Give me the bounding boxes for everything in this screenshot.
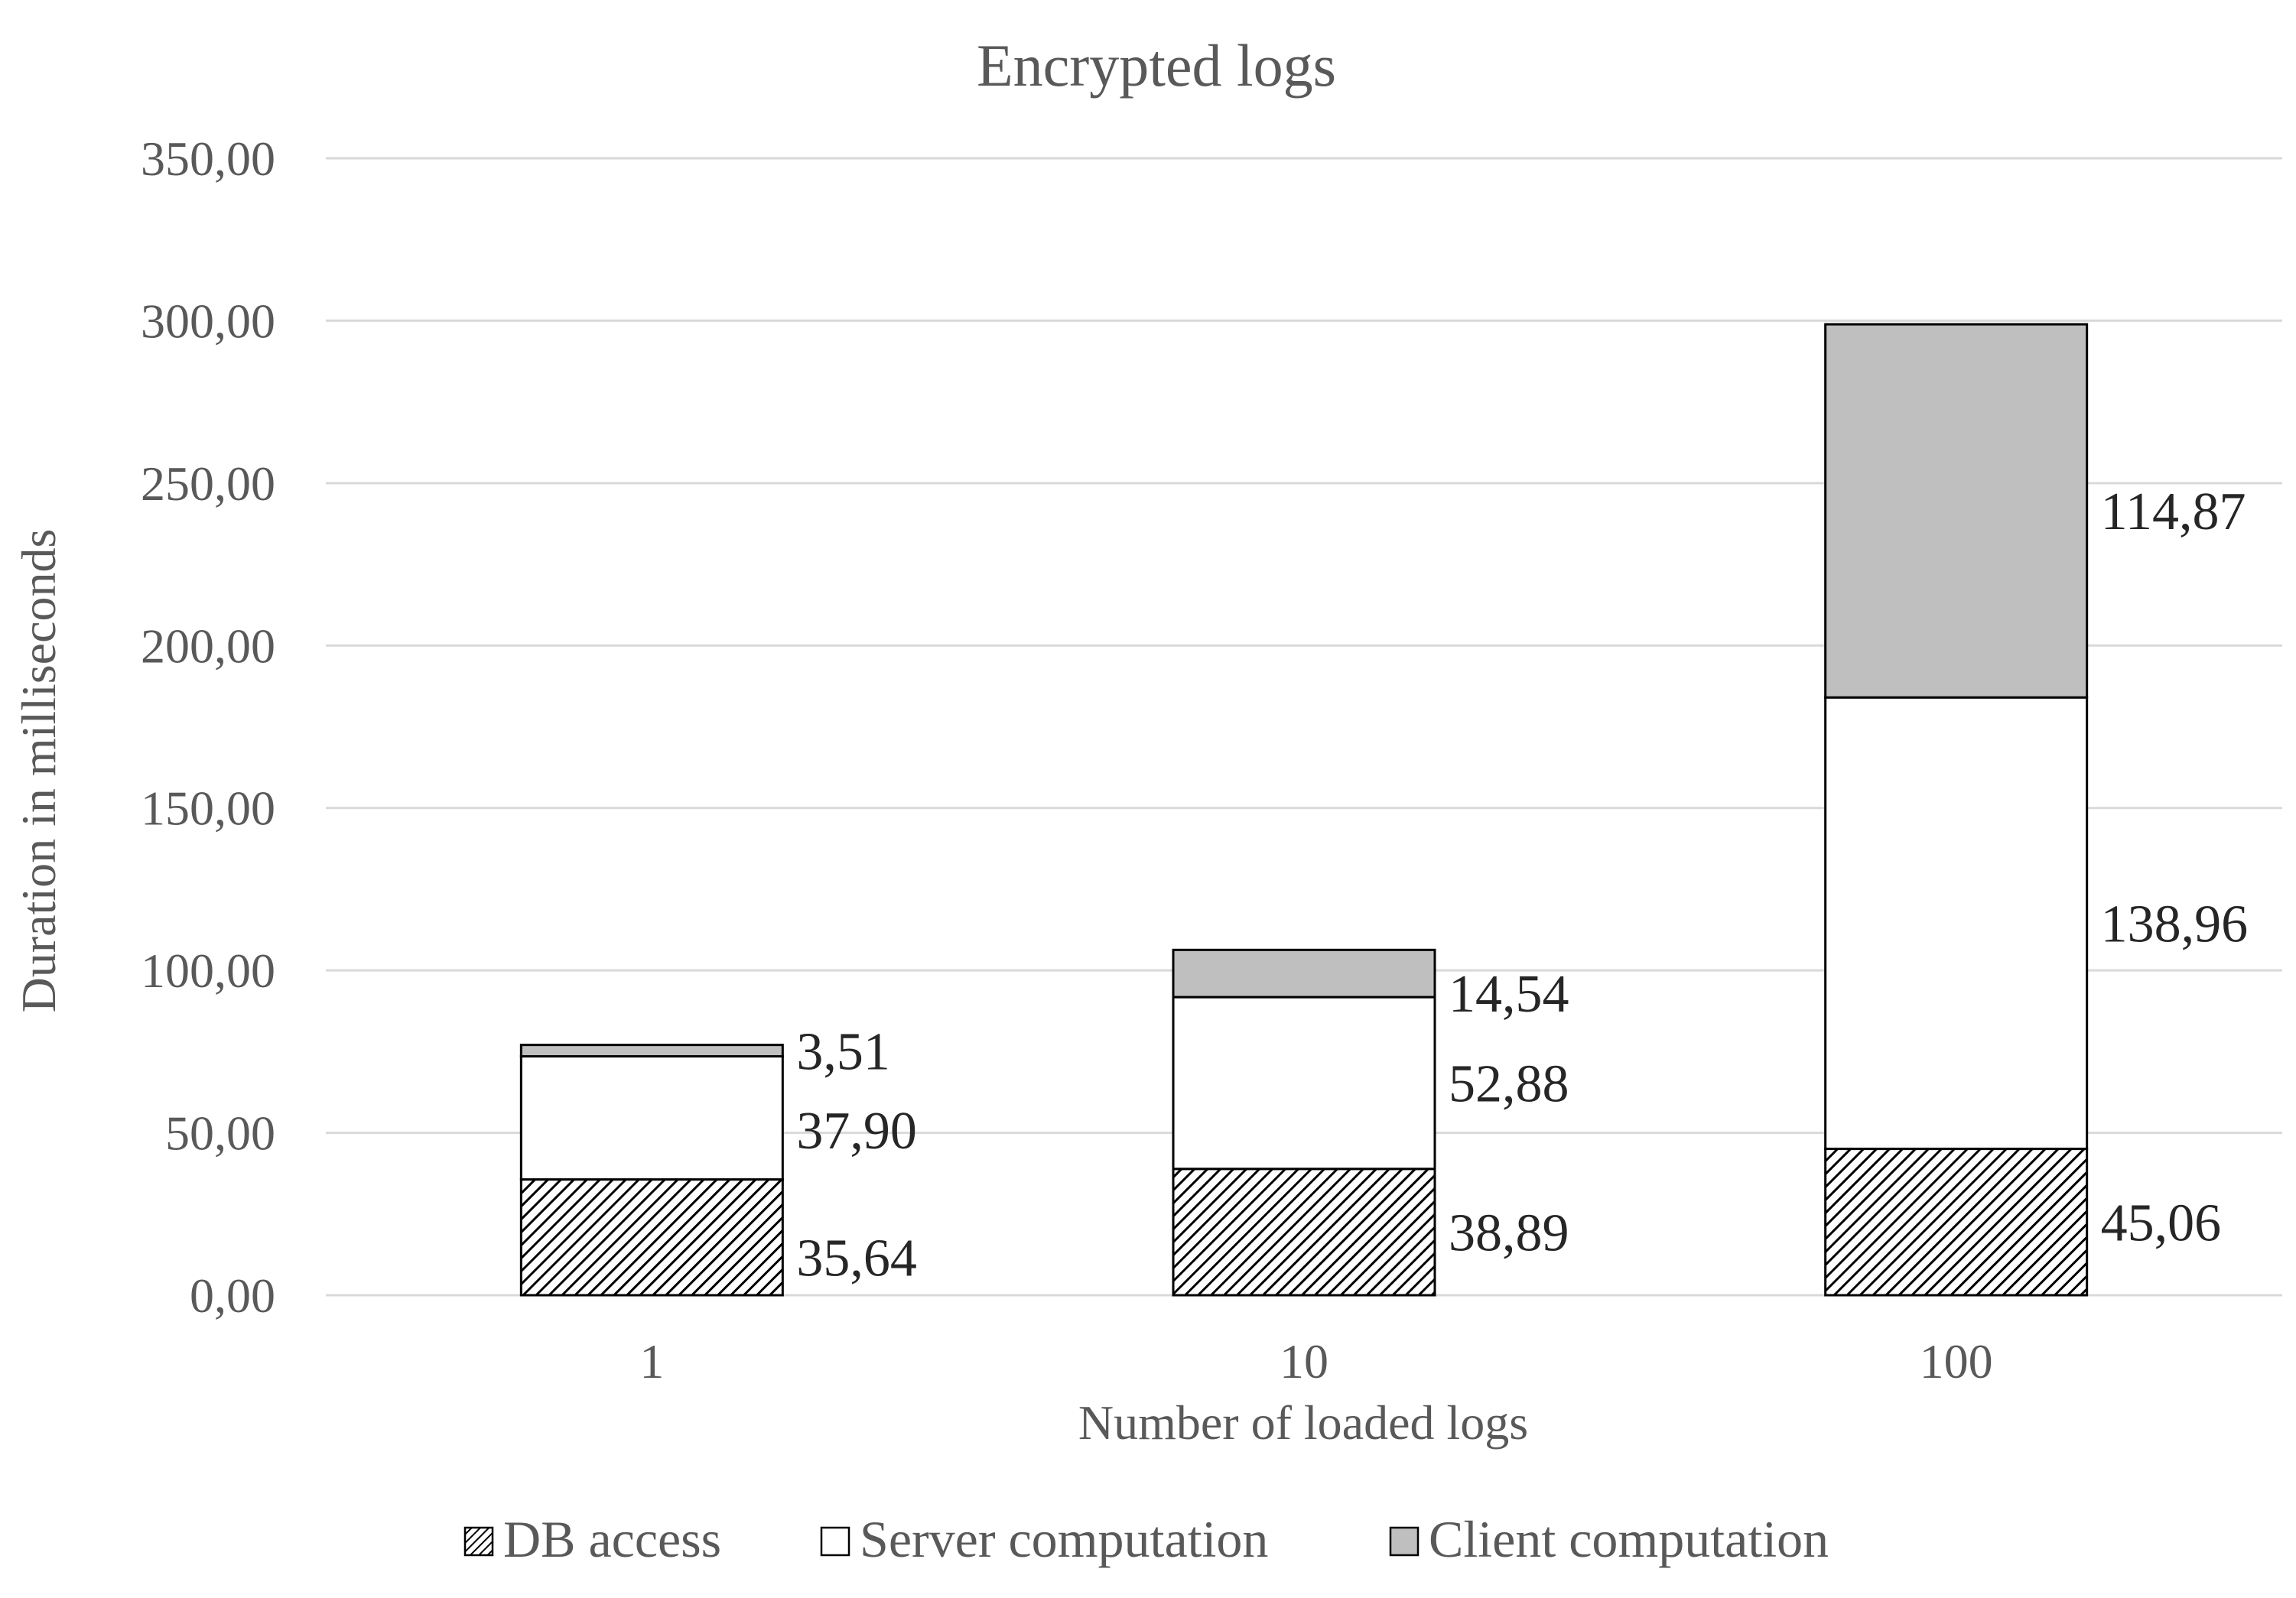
bars [519, 323, 2089, 1297]
legend-label: DB access [503, 1510, 721, 1568]
chart-title: Encrypted logs [977, 32, 1336, 99]
bar-segment [519, 1178, 784, 1297]
legend-swatch [1389, 1526, 1420, 1557]
legend-swatch [463, 1526, 494, 1557]
y-tick-label: 0,00 [190, 1268, 275, 1323]
x-tick-label: 1 [639, 1334, 664, 1389]
legend-label: Server computation [860, 1510, 1268, 1568]
bar-segment [1172, 948, 1436, 999]
data-label: 52,88 [1449, 1054, 1569, 1113]
x-axis-ticks: 1 10 100 [639, 1334, 1992, 1389]
y-axis-ticks: 0,00 50,00 100,00 150,00 200,00 250,00 300,00 3… [141, 132, 275, 1323]
bar-segment [519, 1044, 784, 1058]
legend-swatch [820, 1526, 850, 1557]
data-label: 3,51 [796, 1023, 890, 1082]
y-tick-label: 350,00 [141, 132, 275, 186]
legend-label: Client computation [1429, 1510, 1829, 1568]
data-label: 138,96 [2101, 895, 2249, 953]
x-axis-label: Number of loaded logs [1078, 1395, 1528, 1450]
bar-segment [519, 1055, 784, 1181]
x-tick-label: 100 [1920, 1334, 1993, 1389]
bar-segment [1824, 1148, 2089, 1297]
y-tick-label: 300,00 [141, 294, 275, 348]
bar-segment [1172, 996, 1436, 1171]
data-label: 37,90 [796, 1102, 917, 1161]
bar-segment [1172, 1168, 1436, 1297]
y-tick-label: 150,00 [141, 781, 275, 836]
data-label: 35,64 [796, 1229, 917, 1288]
x-tick-label: 10 [1280, 1334, 1328, 1389]
y-axis-label: Duration in milliseconds [11, 529, 66, 1013]
y-tick-label: 50,00 [165, 1106, 275, 1161]
data-label: 114,87 [2101, 482, 2246, 541]
data-label: 14,54 [1449, 965, 1569, 1024]
data-label: 38,89 [1449, 1203, 1569, 1262]
y-tick-label: 250,00 [141, 456, 275, 511]
y-tick-label: 100,00 [141, 944, 275, 998]
data-labels: 35,64 37,90 3,51 38,89 52,88 14,54 45,06 138,96… [796, 482, 2248, 1288]
bar-segment [1824, 696, 2089, 1151]
y-tick-label: 200,00 [141, 619, 275, 673]
data-label: 45,06 [2101, 1194, 2222, 1252]
legend: DB access Server computation Client comput… [463, 1510, 1829, 1568]
bar-segment [1824, 323, 2089, 699]
